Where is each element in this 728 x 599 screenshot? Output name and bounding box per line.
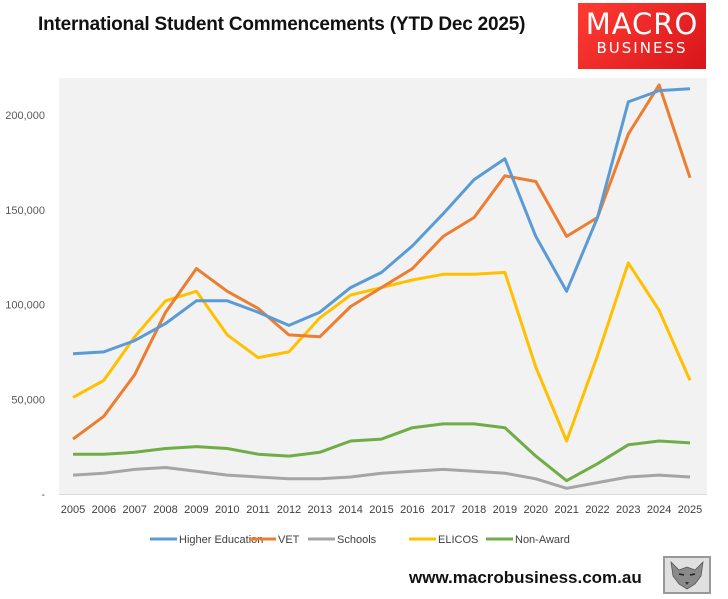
logo-line-1: MACRO [585, 7, 699, 41]
legend-item-vet: VET [249, 534, 300, 546]
series-lines [72, 83, 692, 490]
y-axis-ticks: - 50,000 100,000 150,000 200,000 [5, 110, 45, 501]
chart-title: International Student Commencements (YTD… [38, 14, 526, 35]
svg-text:ELICOS: ELICOS [438, 534, 478, 546]
x-tick-label: 2022 [585, 504, 609, 516]
y-tick-label: 50,000 [11, 394, 45, 406]
x-tick-label: 2013 [308, 504, 332, 516]
x-tick-label: 2025 [678, 504, 702, 516]
legend-item-non-award: Non-Award [486, 534, 570, 546]
x-tick-label: 2012 [277, 504, 301, 516]
x-tick-label: 2020 [524, 504, 548, 516]
fox-icon [665, 558, 709, 592]
legend-item-higher-education: Higher Education [150, 534, 263, 546]
website-url: www.macrobusiness.com.au [409, 568, 642, 587]
x-tick-label: 2005 [61, 504, 85, 516]
fox-logo [663, 556, 711, 594]
x-tick-label: 2014 [338, 504, 362, 516]
x-axis-ticks: 2005 2006 2007 2008 2009 2010 2011 2012 2013 2014… [61, 504, 702, 516]
svg-text:Higher Education: Higher Education [179, 534, 263, 546]
y-tick-label: 100,000 [5, 300, 45, 312]
series-line-schools [72, 466, 691, 490]
legend: Higher Education VET Schools ELICOS Non-Awar… [150, 534, 570, 546]
logo-line-2: BUSINESS [596, 39, 688, 57]
y-tick-label: 150,000 [5, 205, 45, 217]
svg-text:Non-Award: Non-Award [515, 534, 570, 546]
x-tick-label: 2010 [215, 504, 239, 516]
x-tick-label: 2021 [554, 504, 578, 516]
x-tick-label: 2019 [493, 504, 517, 516]
x-tick-label: 2007 [122, 504, 146, 516]
series-line-non-award [73, 422, 691, 483]
x-tick-label: 2008 [153, 504, 177, 516]
x-tick-label: 2017 [431, 504, 455, 516]
x-tick-label: 2011 [246, 504, 270, 516]
x-tick-label: 2018 [462, 504, 486, 516]
series-line-higher-education [72, 87, 691, 356]
x-tick-label: 2023 [616, 504, 640, 516]
macrobusiness-logo: MACRO BUSINESS [578, 3, 706, 69]
x-tick-label: 2016 [400, 504, 424, 516]
legend-item-elicos: ELICOS [409, 534, 478, 546]
y-tick-label: - [41, 489, 45, 501]
x-tick-label: 2024 [647, 504, 671, 516]
x-tick-label: 2015 [369, 504, 393, 516]
x-tick-label: 2009 [184, 504, 208, 516]
x-tick-label: 2006 [92, 504, 116, 516]
y-tick-label: 200,000 [5, 110, 45, 122]
series-line-vet [72, 83, 692, 441]
legend-item-schools: Schools [308, 534, 377, 546]
svg-text:VET: VET [278, 534, 300, 546]
svg-text:Schools: Schools [337, 534, 377, 546]
